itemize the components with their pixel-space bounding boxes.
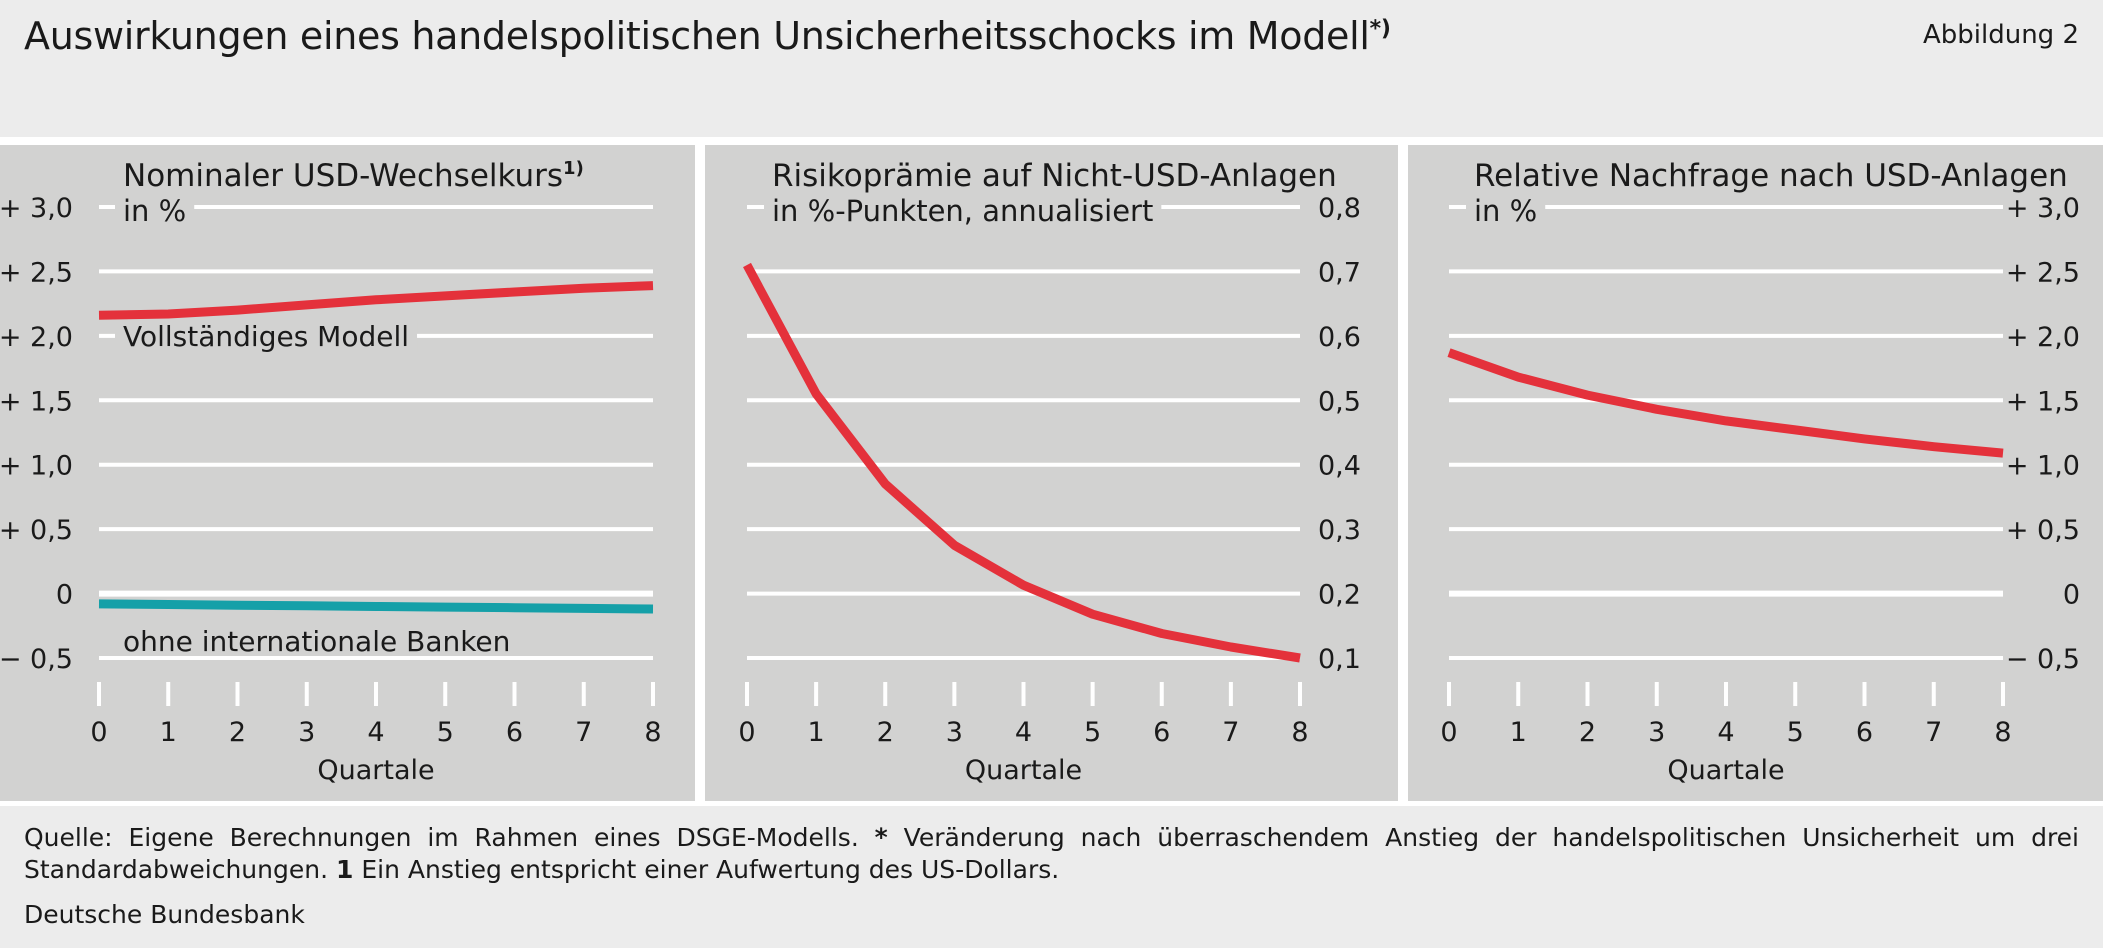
chart-title: Nominaler USD-Wechselkurs1) — [123, 158, 584, 194]
y-tick-label: 0,2 — [1318, 580, 1361, 611]
x-axis-label: Quartale — [1667, 755, 1784, 786]
series-label-vollstaendiges-modell: Vollständiges Modell — [123, 320, 409, 353]
x-tick-label: 4 — [1717, 717, 1734, 748]
y-tick-label: 0,8 — [1318, 193, 1361, 224]
chart-subtitle: in % — [1474, 194, 1537, 228]
series-line-1 — [1447, 348, 2004, 458]
chart-subtitle: in %-Punkten, annualisiert — [772, 194, 1153, 228]
figure-title-footnote-mark: *) — [1369, 16, 1391, 42]
x-tick-label: 2 — [1579, 717, 1596, 748]
chart-panel-background — [705, 145, 1398, 801]
x-tick-label: 7 — [575, 717, 592, 748]
source-organization: Deutsche Bundesbank — [24, 900, 305, 929]
x-tick-label: 5 — [1787, 717, 1804, 748]
figure-number-label: Abbildung 2 — [1922, 20, 2079, 50]
series-line-2 — [98, 599, 654, 614]
note-star-text: Veränderung nach überraschendem Anstieg … — [24, 823, 2079, 884]
y-tick-label: + 1,5 — [2006, 386, 2080, 417]
x-tick-label: 3 — [298, 717, 315, 748]
x-tick-label: 3 — [946, 717, 963, 748]
y-tick-label: + 2,0 — [2006, 322, 2080, 353]
x-axis-label: Quartale — [965, 755, 1082, 786]
x-tick-label: 2 — [229, 717, 246, 748]
x-tick-label: 2 — [877, 717, 894, 748]
x-tick-label: 5 — [1084, 717, 1101, 748]
chart-title-footnote-mark: 1) — [563, 158, 584, 179]
x-tick-label: 0 — [1440, 717, 1457, 748]
x-tick-label: 0 — [738, 717, 755, 748]
y-tick-label: + 2,5 — [0, 257, 73, 288]
x-tick-label: 7 — [1925, 717, 1942, 748]
x-tick-label: 0 — [90, 717, 107, 748]
x-tick-label: 5 — [437, 717, 454, 748]
chart-panel-1: − 0,5 0 + 0,5 + 1,0 + 1,5 + 2,0 + 2,5 + 3,0 0 1 2 3… — [0, 145, 695, 801]
x-tick-label: 6 — [506, 717, 523, 748]
y-tick-label: + 1,5 — [0, 386, 73, 417]
charts-area: − 0,5 0 + 0,5 + 1,0 + 1,5 + 2,0 + 2,5 + 3,0 0 1 2 3… — [0, 137, 2103, 806]
x-tick-label: 1 — [1510, 717, 1527, 748]
y-tick-label: 0 — [56, 580, 73, 611]
y-tick-label: 0,7 — [1318, 257, 1361, 288]
x-tick-label: 3 — [1648, 717, 1665, 748]
y-tick-label: + 1,0 — [0, 451, 73, 482]
y-tick-label: + 3,0 — [0, 193, 73, 224]
note-1-text: Ein Anstieg entspricht einer Aufwertung … — [361, 855, 1060, 884]
x-tick-label: 8 — [1994, 717, 2011, 748]
y-tick-label: 0,5 — [1318, 386, 1361, 417]
chart-subtitle: in % — [123, 194, 186, 228]
y-tick-label: + 0,5 — [0, 515, 73, 546]
x-tick-label: 4 — [367, 717, 384, 748]
x-tick-label: 6 — [1153, 717, 1170, 748]
y-tick-label: + 2,5 — [2006, 257, 2080, 288]
x-axis-label: Quartale — [317, 755, 434, 786]
y-tick-label: − 0,5 — [2006, 644, 2080, 675]
x-tick-label: 8 — [1291, 717, 1308, 748]
note-star-mark: * — [874, 823, 888, 852]
y-tick-label: + 2,0 — [0, 322, 73, 353]
note-1-mark: 1 — [335, 855, 354, 884]
y-tick-label: 0,4 — [1318, 451, 1361, 482]
series-label-ohne-internationale-banken: ohne internationale Banken — [123, 625, 510, 658]
chart-panel-background — [1408, 145, 2103, 801]
y-tick-label: + 1,0 — [2006, 451, 2080, 482]
y-tick-label: − 0,5 — [0, 644, 73, 675]
footnote: Quelle: Eigene Berechnungen im Rahmen ei… — [24, 822, 2079, 886]
x-tick-label: 4 — [1015, 717, 1032, 748]
subtitle-background — [1466, 192, 1546, 230]
y-tick-label: 0,1 — [1318, 644, 1361, 675]
x-tick-label: 7 — [1222, 717, 1239, 748]
y-tick-label: + 0,5 — [2006, 515, 2080, 546]
y-tick-label: + 3,0 — [2006, 193, 2080, 224]
figure-title: Auswirkungen eines handelspolitischen Un… — [24, 14, 1391, 58]
figure-title-text: Auswirkungen eines handelspolitischen Un… — [24, 14, 1370, 58]
subtitle-background — [115, 192, 195, 230]
x-tick-label: 1 — [160, 717, 177, 748]
y-tick-label: 0,3 — [1318, 515, 1361, 546]
x-tick-label: 1 — [808, 717, 825, 748]
y-tick-label: 0,6 — [1318, 322, 1361, 353]
x-tick-label: 6 — [1856, 717, 1873, 748]
chart-title: Risikoprämie auf Nicht-USD-Anlagen — [772, 158, 1337, 194]
chart-panel-background — [0, 145, 695, 801]
chart-title: Relative Nachfrage nach USD-Anlagen — [1474, 158, 2068, 194]
chart-panel-3: − 0,5 0 + 0,5 + 1,0 + 1,5 + 2,0 + 2,5 + 3,0 0 1 2 3… — [1408, 145, 2103, 801]
series-line-1 — [743, 262, 1301, 663]
subtitle-background — [764, 192, 1162, 230]
x-tick-label: 8 — [644, 717, 661, 748]
chart-panel-2: 0,1 0,2 0,3 0,4 0,5 0,6 0,7 0,8 0 1 2 3 4 5 6 7 8 Quartal… — [705, 145, 1398, 801]
y-tick-label: 0 — [2063, 580, 2080, 611]
source-text: Quelle: Eigene Berechnungen im Rahmen ei… — [24, 823, 859, 852]
series-label-background — [115, 319, 418, 353]
series-line-1 — [98, 281, 654, 320]
